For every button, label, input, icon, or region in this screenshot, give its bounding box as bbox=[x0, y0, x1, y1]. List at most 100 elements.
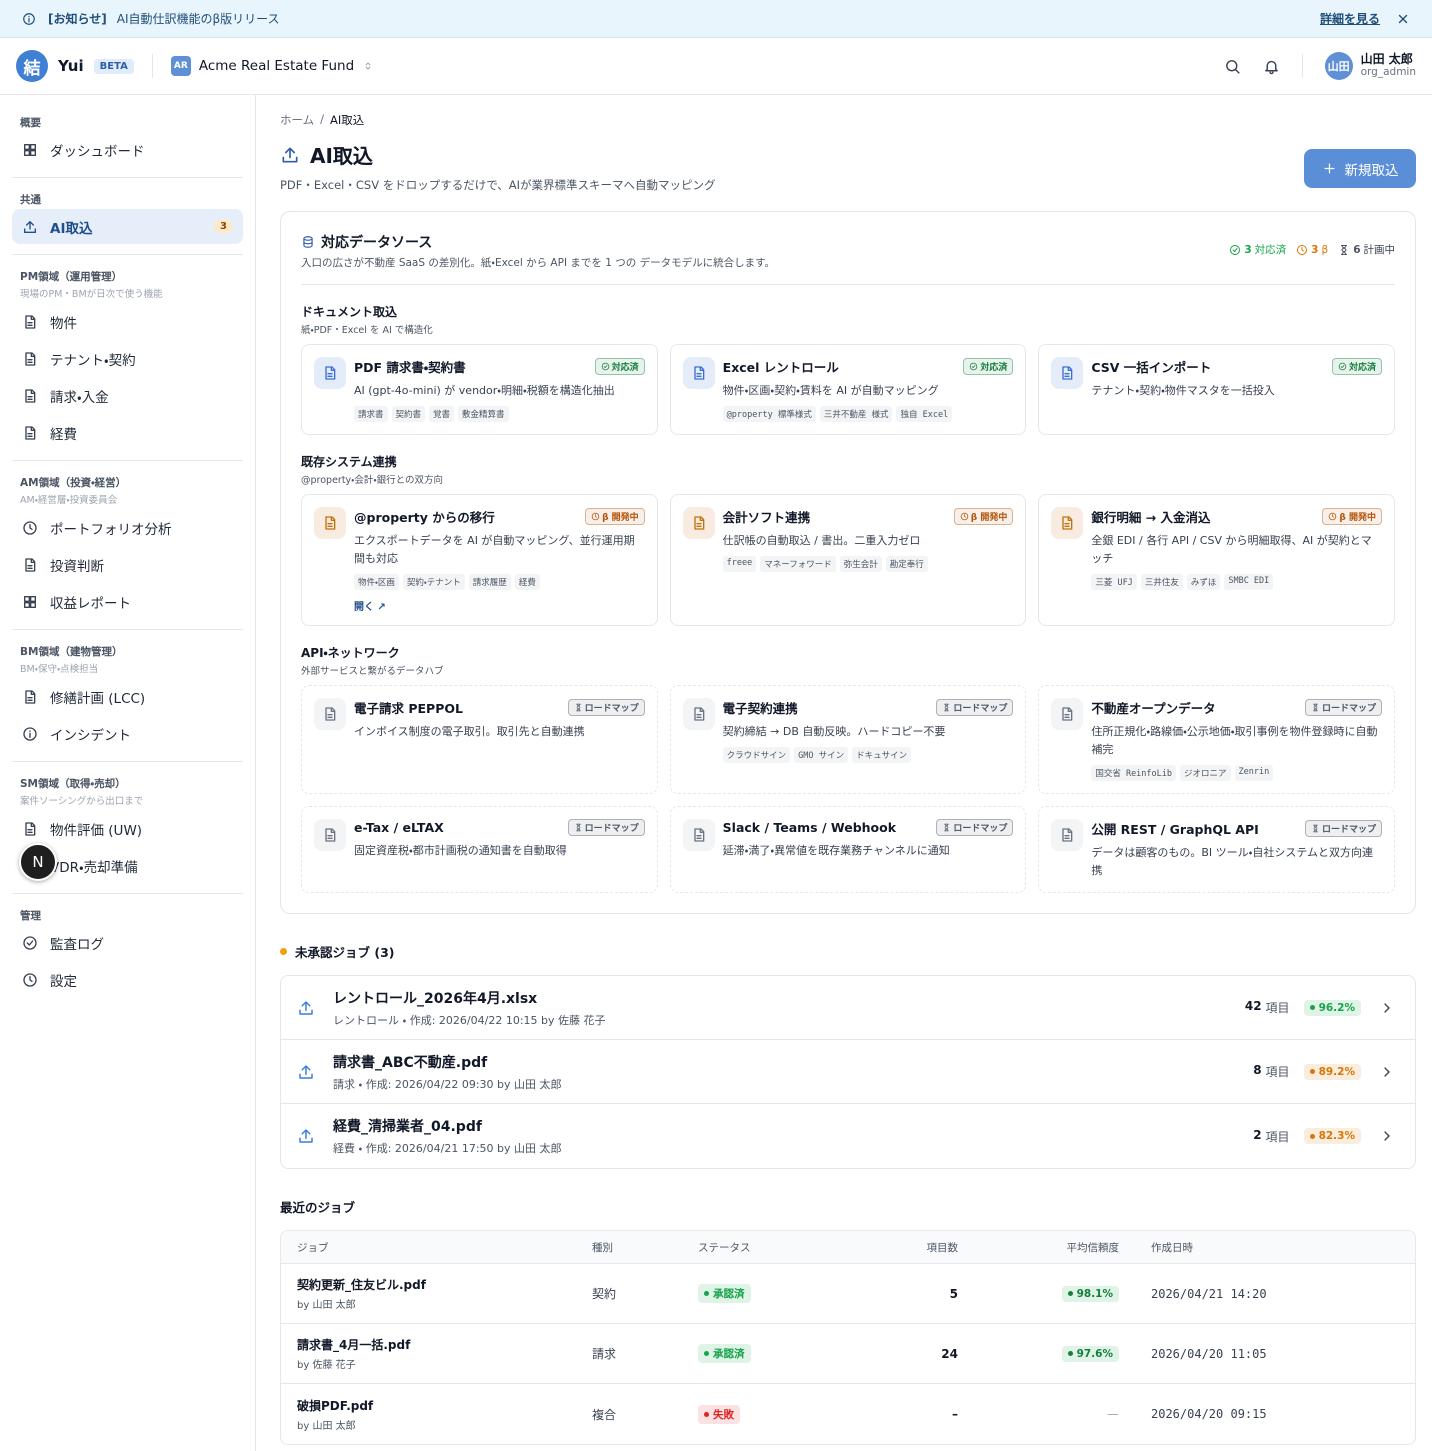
icon[interactable] bbox=[1224, 58, 1241, 75]
nav-item[interactable]: 設定 bbox=[12, 962, 243, 997]
icon bbox=[23, 972, 37, 987]
tag: SMBC EDI bbox=[1224, 574, 1274, 590]
summary-label: 計画中 bbox=[1363, 244, 1396, 256]
summary-item: 6 計画中 bbox=[1338, 242, 1395, 257]
tags: 物件・区画 契約・テナント 請求履歴 経費 bbox=[354, 574, 645, 590]
card-title: e-Tax / eLTAX bbox=[354, 820, 444, 835]
banner-text: AI自動仕訳機能のβ版リリース bbox=[116, 12, 280, 26]
tags: 国交省 ReinfoLib ジオロニア Zenrin bbox=[1091, 765, 1382, 781]
nav-item[interactable]: ポートフォリオ分析 bbox=[12, 510, 243, 545]
avatar[interactable]: 山田 bbox=[1324, 52, 1353, 80]
nav-item[interactable]: ダッシュボード bbox=[12, 132, 243, 167]
breadcrumb-item[interactable]: ホーム bbox=[280, 113, 315, 127]
source-card: PDF 請求書・契約書 対応済 AI (gpt-4o-mini) が vendor・… bbox=[301, 344, 658, 435]
summary-label: 対応済 bbox=[1254, 244, 1287, 256]
nav-section: AM領域（投資・経営） AM・経営層・投資委員会 ポートフォリオ分析 投資判断 収益レポ… bbox=[12, 469, 243, 630]
nav-section: BM領域（建物管理） BM・保守・点検担当 修繕計画 (LCC) インシデント bbox=[12, 638, 243, 762]
separator: / bbox=[320, 112, 325, 126]
card-title: @property からの移行 bbox=[354, 510, 495, 525]
nav-item[interactable]: AI取込 3 bbox=[12, 209, 243, 244]
job-info: レントロール_2026年4月.xlsx レントロール ・ 作成: 2026/04/… bbox=[333, 988, 606, 1028]
icon bbox=[25, 388, 36, 403]
card-top: @property からの移行 β 開発中 bbox=[354, 507, 645, 526]
nav-label: 監査ログ bbox=[50, 936, 104, 953]
card-icon bbox=[682, 507, 715, 539]
job-cell: 破損PDF.pdf by 山田 太郎 bbox=[297, 1397, 592, 1432]
icon bbox=[25, 425, 36, 440]
header: 結 Yui BETA AR Acme Real Estate Fund 山田 山田 太郎 or… bbox=[0, 38, 1432, 95]
card-link[interactable]: 開く ↗ bbox=[354, 602, 386, 613]
icon bbox=[970, 362, 978, 371]
title: AI取込 bbox=[310, 144, 373, 168]
icon bbox=[1230, 244, 1241, 255]
summary-item: 3 対応済 bbox=[1229, 242, 1286, 257]
badge-label: ロードマップ bbox=[953, 704, 1008, 714]
card-icon bbox=[1051, 819, 1084, 851]
source-card: Slack / Teams / Webhook ロードマップ 延滞・満了・異常値を既… bbox=[669, 806, 1027, 893]
status-badge: ロードマップ bbox=[1304, 699, 1382, 716]
group-subtitle: @property・会計・銀行との双方向 bbox=[301, 475, 444, 486]
pending-job[interactable]: レントロール_2026年4月.xlsx レントロール ・ 作成: 2026/04/… bbox=[281, 976, 1415, 1040]
nav-item[interactable]: インシデント bbox=[12, 716, 243, 751]
icon bbox=[693, 516, 704, 530]
banner-link[interactable]: 詳細を見る bbox=[1319, 12, 1380, 26]
icon[interactable] bbox=[1263, 58, 1280, 75]
nav-item[interactable]: 物件 bbox=[12, 304, 243, 339]
nav-count: 3 bbox=[214, 220, 233, 233]
icon bbox=[23, 520, 37, 535]
nav-item[interactable]: 修繕計画 (LCC) bbox=[12, 679, 243, 714]
floating-button[interactable]: N bbox=[19, 843, 57, 881]
tags: 請求書 契約書 覚書 敷金精算書 bbox=[354, 406, 645, 422]
job-meta: 経費 ・ 作成: 2026/04/21 17:50 by 山田 太郎 bbox=[333, 1142, 562, 1155]
org-name: Acme Real Estate Fund bbox=[198, 58, 355, 74]
status-badge: ロードマップ bbox=[936, 699, 1014, 716]
nav-item[interactable]: テナント・契約 bbox=[12, 341, 243, 376]
panel-title: 対応データソース bbox=[301, 232, 775, 252]
job-cell: 契約更新_住友ビル.pdf by 山田 太郎 bbox=[297, 1276, 592, 1311]
icon bbox=[24, 143, 36, 156]
pending-job[interactable]: 請求書_ABC不動産.pdf 請求 ・ 作成: 2026/04/22 09:30 … bbox=[281, 1040, 1415, 1104]
icon bbox=[24, 220, 36, 233]
section-subtitle: AM・経営層・投資委員会 bbox=[20, 495, 118, 506]
nav-item[interactable]: 物件評価 (UW) bbox=[12, 811, 243, 846]
count: 8 bbox=[1253, 1063, 1262, 1077]
nav-label: 物件 bbox=[50, 315, 77, 332]
card-description: データは顧客のもの。BI ツール・自社システムと双方向連携 bbox=[1091, 846, 1374, 877]
breadcrumb: ホーム / AI取込 bbox=[280, 112, 1416, 128]
job-kind: 契約 bbox=[592, 1287, 617, 1301]
group-subtitle: 外部サービスと繋がるデータハブ bbox=[301, 666, 444, 677]
confidence: 82.3% bbox=[1303, 1128, 1361, 1144]
icon bbox=[325, 707, 336, 721]
org-switcher[interactable]: AR Acme Real Estate Fund bbox=[170, 56, 374, 76]
tags: freee マネーフォワード 弥生会計 勘定奉行 bbox=[722, 556, 1014, 572]
badge-label: β 開発中 bbox=[1339, 513, 1376, 523]
item-count: 42 項目 bbox=[1245, 999, 1290, 1016]
icon bbox=[1384, 1002, 1390, 1013]
icon bbox=[1062, 516, 1073, 530]
user-name: 山田 太郎 bbox=[1360, 52, 1413, 66]
nav-item[interactable]: 請求・入金 bbox=[12, 378, 243, 413]
job-name: 経費_清掃業者_04.pdf bbox=[333, 1119, 482, 1135]
icon bbox=[25, 689, 36, 704]
page-title: AI取込 bbox=[280, 140, 1416, 169]
card-description: テナント・契約・物件マスタを一括投入 bbox=[1091, 384, 1275, 397]
nav-item[interactable]: 経費 bbox=[12, 415, 243, 450]
icon bbox=[960, 512, 968, 521]
nav-label: ダッシュボード bbox=[50, 143, 145, 160]
section-title: BM領域（建物管理） bbox=[20, 646, 123, 658]
card-description: 全銀 EDI / 各行 API / CSV から明細取得、AI が契約とマッチ bbox=[1091, 534, 1372, 565]
column-header: ステータス bbox=[698, 1241, 751, 1254]
nav-item[interactable]: 投資判断 bbox=[12, 547, 243, 582]
icon bbox=[1062, 707, 1073, 721]
nav-item[interactable]: 収益レポート bbox=[12, 584, 243, 619]
nav-item[interactable]: 監査ログ bbox=[12, 925, 243, 960]
created-at: 2026/04/20 09:15 bbox=[1151, 1407, 1267, 1421]
summary: 3 対応済 3 β 6 計画中 bbox=[1229, 242, 1395, 257]
pending-job[interactable]: 経費_清掃業者_04.pdf 経費 ・ 作成: 2026/04/21 17:50 … bbox=[281, 1104, 1415, 1168]
badge-label: 対応済 bbox=[980, 363, 1008, 373]
tag: 三井不動産 様式 bbox=[819, 406, 893, 422]
icon[interactable] bbox=[1396, 12, 1410, 26]
status-badge: β 開発中 bbox=[1322, 508, 1382, 525]
new-import-button[interactable]: 新規取込 bbox=[1304, 149, 1416, 188]
created-at: 2026/04/20 11:05 bbox=[1151, 1346, 1267, 1361]
